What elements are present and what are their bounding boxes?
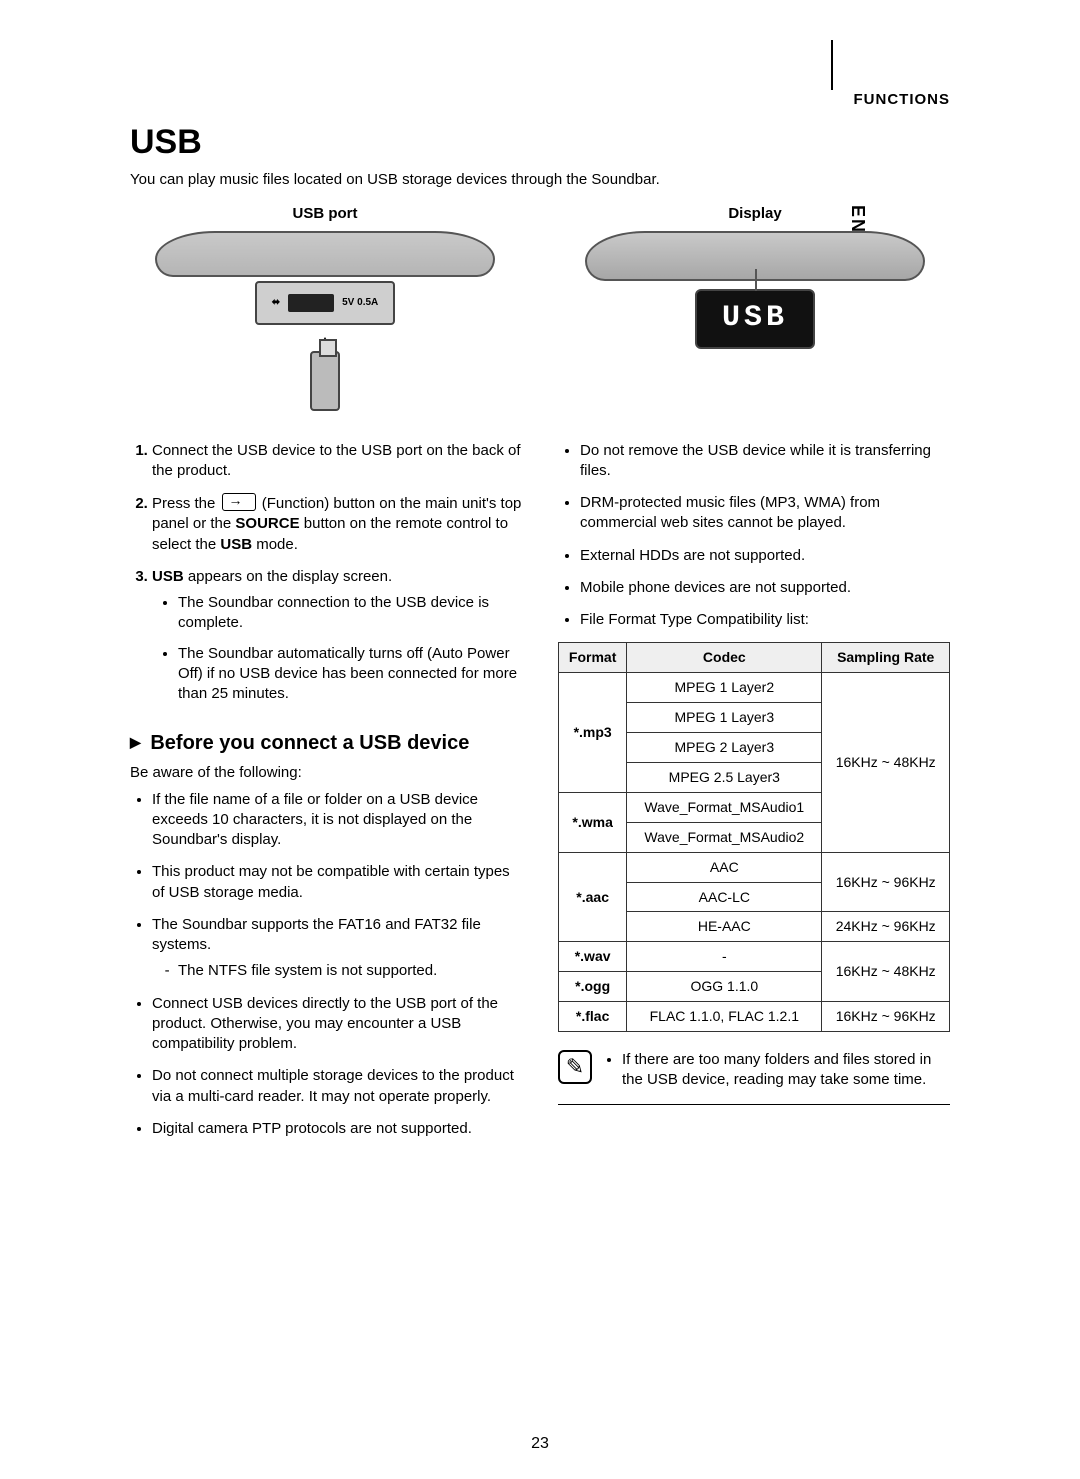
codec-aac-2: AAC-LC [627, 882, 822, 912]
lb-3-sublist: The NTFS file system is not supported. [152, 961, 522, 981]
intro-text: You can play music files located on USB … [130, 170, 950, 190]
step-3-sub2: The Soundbar automatically turns off (Au… [178, 644, 522, 705]
section-label: FUNCTIONS [130, 90, 950, 110]
rb-3: External HDDs are not supported. [580, 546, 950, 566]
right-column: Do not remove the USB device while it is… [558, 441, 950, 1152]
note-text: If there are too many folders and files … [622, 1050, 950, 1091]
soundbar-icon [155, 231, 495, 277]
display-label: Display [560, 204, 950, 224]
figure-usb-port: USB port ⬌ 5V 0.5A [130, 204, 520, 410]
rate-3: 24KHz ~ 96KHz [822, 912, 950, 942]
codec-wav: - [627, 942, 822, 972]
right-bullets: Do not remove the USB device while it is… [558, 441, 950, 631]
table-row: *.flac FLAC 1.1.0, FLAC 1.2.1 16KHz ~ 96… [559, 1002, 950, 1032]
triangle-icon: ▶ [130, 734, 141, 750]
page-title: USB [130, 120, 950, 166]
codec-mp3-1: MPEG 1 Layer2 [627, 673, 822, 703]
display-box: USB [695, 289, 815, 349]
step-3-sub1: The Soundbar connection to the USB devic… [178, 593, 522, 634]
step-2-d: mode. [256, 536, 298, 553]
note-icon: ✎ [558, 1050, 592, 1084]
table-row: *.mp3 MPEG 1 Layer2 16KHz ~ 48KHz [559, 673, 950, 703]
step-3-sublist: The Soundbar connection to the USB devic… [152, 593, 522, 704]
table-row: *.aac AAC 16KHz ~ 96KHz [559, 852, 950, 882]
table-row: *.wav - 16KHz ~ 48KHz [559, 942, 950, 972]
th-rate: Sampling Rate [822, 643, 950, 673]
content-columns: Connect the USB device to the USB port o… [130, 441, 950, 1152]
fmt-mp3: *.mp3 [559, 673, 627, 793]
usb-slot-icon [288, 294, 334, 312]
codec-wma-1: Wave_Format_MSAudio1 [627, 792, 822, 822]
compatibility-table: Format Codec Sampling Rate *.mp3 MPEG 1 … [558, 642, 950, 1032]
lb-2: This product may not be compatible with … [152, 862, 522, 903]
usb-stick-icon [310, 351, 340, 411]
step-3: USB appears on the display screen. The S… [152, 567, 522, 705]
steps-list: Connect the USB device to the USB port o… [130, 441, 522, 705]
step-2-a: Press the [152, 495, 220, 512]
table-header-row: Format Codec Sampling Rate [559, 643, 950, 673]
codec-aac-1: AAC [627, 852, 822, 882]
lb-3: The Soundbar supports the FAT16 and FAT3… [152, 915, 522, 982]
lb-3-text: The Soundbar supports the FAT16 and FAT3… [152, 916, 481, 953]
left-bullets: If the file name of a file or folder on … [130, 790, 522, 1140]
left-column: Connect the USB device to the USB port o… [130, 441, 522, 1152]
step-3-label: USB [152, 568, 184, 585]
rb-2: DRM-protected music files (MP3, WMA) fro… [580, 493, 950, 534]
lb-6: Digital camera PTP protocols are not sup… [152, 1119, 522, 1139]
codec-mp3-2: MPEG 1 Layer3 [627, 703, 822, 733]
step-2-source: SOURCE [235, 515, 299, 532]
rb-4: Mobile phone devices are not supported. [580, 578, 950, 598]
lb-3-sub: The NTFS file system is not supported. [178, 961, 522, 981]
usb-trident-icon: ⬌ [272, 296, 280, 310]
rate-2: 16KHz ~ 96KHz [822, 852, 950, 912]
usb-port-box: ⬌ 5V 0.5A [255, 281, 395, 325]
codec-flac: FLAC 1.1.0, FLAC 1.2.1 [627, 1002, 822, 1032]
note-row: ✎ If there are too many folders and file… [558, 1050, 950, 1106]
function-button-icon [222, 493, 256, 511]
th-codec: Codec [627, 643, 822, 673]
lb-1: If the file name of a file or folder on … [152, 790, 522, 851]
fmt-flac: *.flac [559, 1002, 627, 1032]
fmt-ogg: *.ogg [559, 972, 627, 1002]
subheading: ▶ Before you connect a USB device [130, 730, 522, 757]
subheading-text: Before you connect a USB device [150, 732, 469, 754]
codec-ogg: OGG 1.1.0 [627, 972, 822, 1002]
rate-4: 16KHz ~ 48KHz [822, 942, 950, 1002]
figures-row: USB port ⬌ 5V 0.5A Display USB [130, 204, 950, 410]
step-3-rest: appears on the display screen. [188, 568, 392, 585]
note-list: If there are too many folders and files … [602, 1050, 950, 1091]
fmt-wma: *.wma [559, 792, 627, 852]
lb-4: Connect USB devices directly to the USB … [152, 994, 522, 1055]
rb-1: Do not remove the USB device while it is… [580, 441, 950, 482]
step-2: Press the (Function) button on the main … [152, 493, 522, 555]
display-lead-line [755, 269, 757, 291]
codec-aac-3: HE-AAC [627, 912, 822, 942]
fmt-wav: *.wav [559, 942, 627, 972]
rate-1: 16KHz ~ 48KHz [822, 673, 950, 852]
figure-display: Display USB [560, 204, 950, 348]
step-2-usb: USB [220, 536, 252, 553]
rb-5: File Format Type Compatibility list: [580, 610, 950, 630]
codec-mp3-4: MPEG 2.5 Layer3 [627, 762, 822, 792]
step-1: Connect the USB device to the USB port o… [152, 441, 522, 482]
header-divider [831, 40, 833, 90]
page-number: 23 [531, 1433, 549, 1455]
usb-port-text: 5V 0.5A [342, 296, 378, 310]
aware-text: Be aware of the following: [130, 763, 522, 783]
display-text: USB [722, 298, 788, 339]
usb-port-label: USB port [130, 204, 520, 224]
rate-5: 16KHz ~ 96KHz [822, 1002, 950, 1032]
codec-wma-2: Wave_Format_MSAudio2 [627, 822, 822, 852]
fmt-aac: *.aac [559, 852, 627, 942]
th-format: Format [559, 643, 627, 673]
codec-mp3-3: MPEG 2 Layer3 [627, 733, 822, 763]
lb-5: Do not connect multiple storage devices … [152, 1066, 522, 1107]
